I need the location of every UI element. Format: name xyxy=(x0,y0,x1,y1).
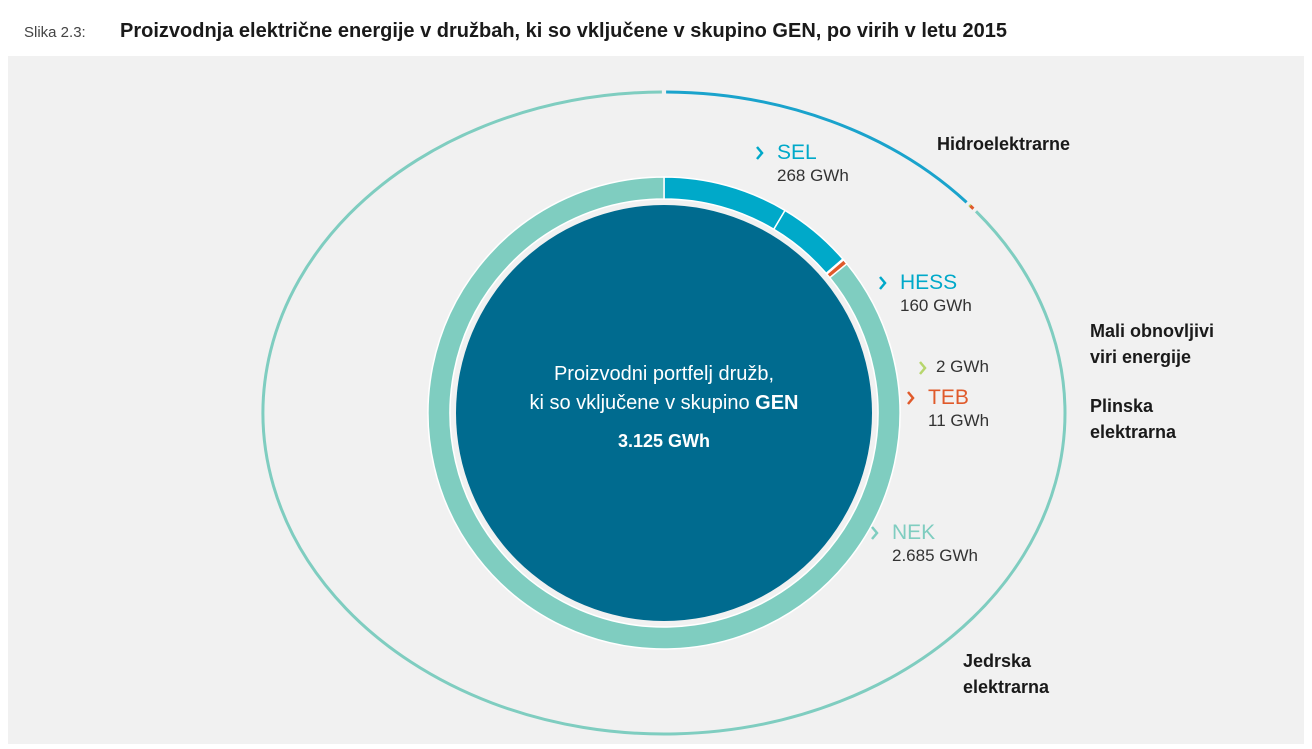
value-label: 2.685 GWh xyxy=(892,546,978,565)
segment-name: SEL xyxy=(777,141,817,164)
segment-name: TEB xyxy=(928,386,969,409)
outer-arc xyxy=(666,90,968,204)
value-label: 268 GWh xyxy=(777,166,849,185)
chevron xyxy=(756,146,764,160)
total-label: 3.125 GWh xyxy=(617,431,711,451)
chevron xyxy=(907,391,915,405)
group-label: Mali obnovljivi viri energije xyxy=(1090,321,1215,368)
chevron xyxy=(871,526,879,540)
value-label: 11 GWh xyxy=(928,411,990,430)
chevron xyxy=(879,276,887,290)
group-label: Jedrska elektrarna xyxy=(963,651,1050,698)
ring-segment xyxy=(427,176,901,650)
center-line: Proizvodni portfelj družb, xyxy=(553,363,775,385)
segment-name: HESS xyxy=(900,271,958,294)
group-label: Hidroelektrarne xyxy=(937,134,1071,154)
figure-label: Slika 2.3: xyxy=(24,24,86,41)
center-bold: GEN xyxy=(755,392,799,414)
chevron xyxy=(919,361,927,375)
center-disk xyxy=(456,205,872,621)
chart-title: Proizvodnja električne energije v družba… xyxy=(120,20,1007,42)
center-line: ki so vključene v skupino GEN xyxy=(464,389,864,418)
value-label: 2 GWh xyxy=(936,357,989,376)
center-text: Proizvodni portfelj družb, ki so vključe… xyxy=(464,360,864,454)
group-label: Plinska elektrarna xyxy=(1090,396,1177,443)
outer-arc xyxy=(261,90,1067,736)
outer-arc xyxy=(969,204,975,210)
center-line: ki so vključene v skupino xyxy=(529,392,750,414)
value-label: 160 GWh xyxy=(900,296,972,315)
segment-name: NEK xyxy=(892,521,936,544)
